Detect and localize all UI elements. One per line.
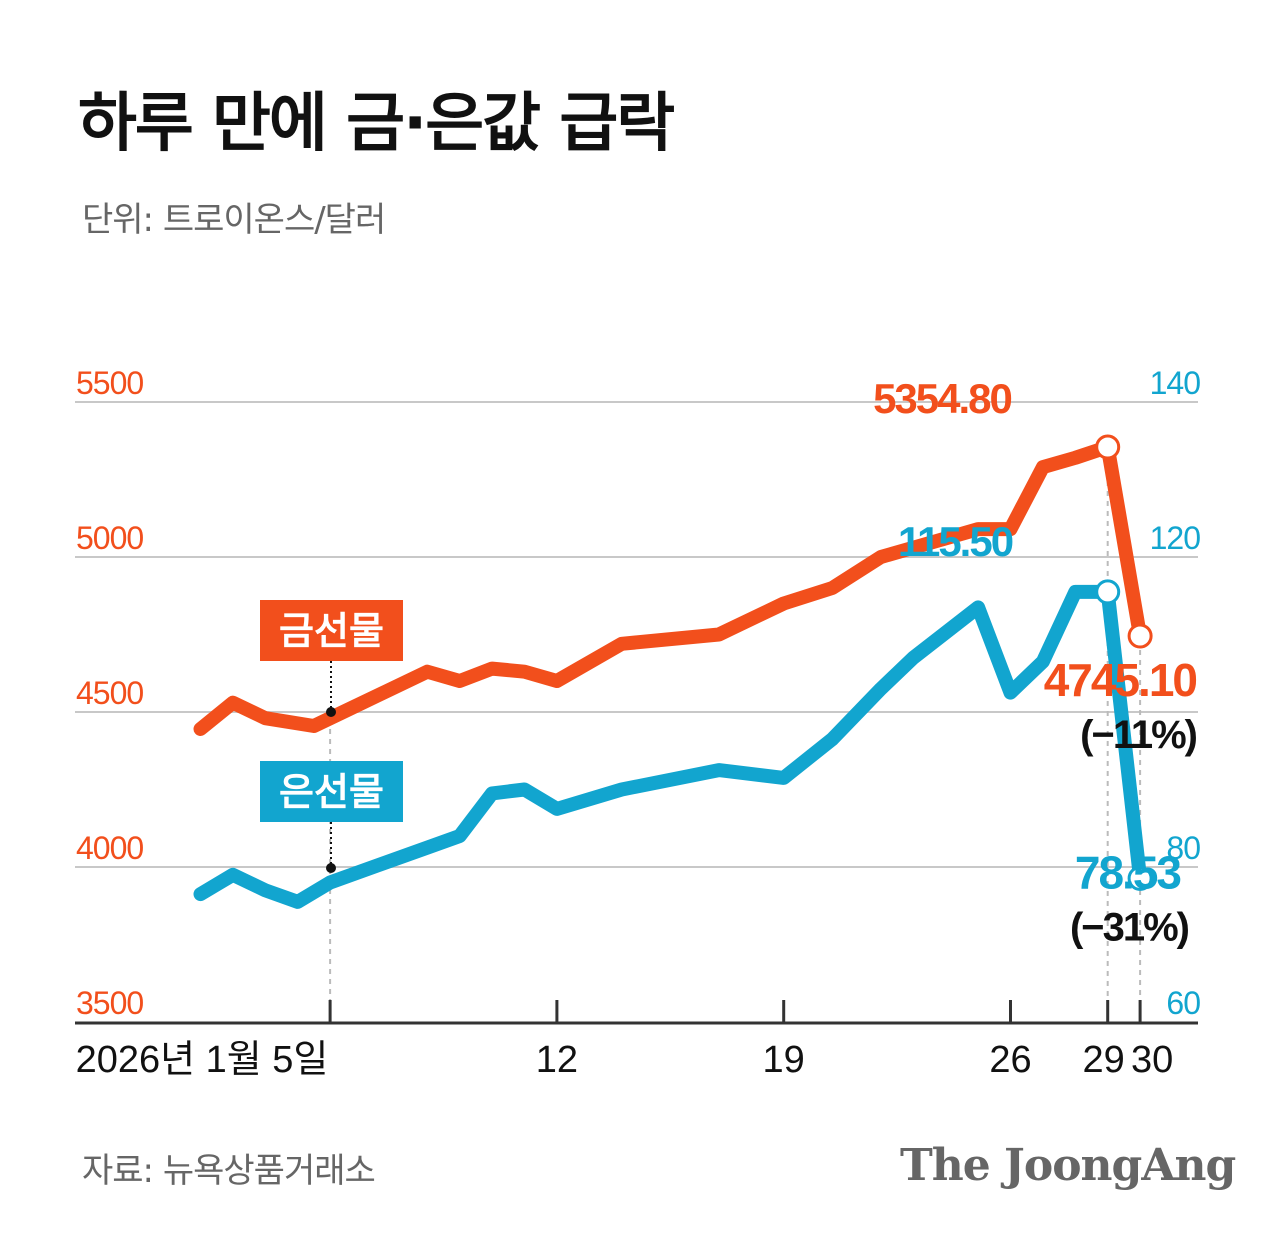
publisher-logo: The JoongAng xyxy=(900,1140,1236,1191)
right-tick-label: 60 xyxy=(1166,985,1200,1021)
silver-peak-label: 115.50 xyxy=(898,518,1013,565)
left-tick-label: 3500 xyxy=(76,985,143,1021)
unit-label: 단위: 트로이온스/달러 xyxy=(82,200,386,240)
silver-change-label: (−31%) xyxy=(1070,905,1189,949)
silver-legend-pointer-dot xyxy=(326,863,336,873)
gold-series-line xyxy=(193,440,1148,736)
x-tick-label: 29 xyxy=(1083,1039,1125,1081)
right-tick-label: 80 xyxy=(1166,830,1200,866)
silver-last-marker xyxy=(1127,865,1153,891)
right-tick-label: 140 xyxy=(1150,365,1201,401)
gold-legend-label: 금선물 xyxy=(279,611,384,653)
silver-legend-box xyxy=(260,761,403,822)
chart-title: 하루 만에 금·은값 급락 xyxy=(78,87,675,161)
gold-change-label: (−11%) xyxy=(1080,713,1197,757)
source-label: 자료: 뉴욕상품거래소 xyxy=(82,1151,376,1191)
x-tick-label: 12 xyxy=(536,1039,578,1081)
x-tick-label: 19 xyxy=(763,1039,805,1081)
gold-last-label: 4745.10 xyxy=(1044,654,1197,706)
gold-legend-pointer-dot xyxy=(326,707,336,717)
left-tick-label: 4500 xyxy=(76,675,143,711)
gold-legend-box xyxy=(260,600,403,661)
gold-peak-label: 5354.80 xyxy=(873,375,1011,422)
x-tick-label: 2026년 1월 5일 xyxy=(76,1039,329,1081)
left-tick-label: 4000 xyxy=(76,830,143,866)
left-tick-label: 5500 xyxy=(76,365,143,401)
x-tick-label: 26 xyxy=(989,1039,1031,1081)
right-tick-label: 120 xyxy=(1150,520,1201,556)
silver-legend-label: 은선물 xyxy=(279,772,384,814)
silver-last-label: 78.53 xyxy=(1075,846,1181,898)
gold-last-marker xyxy=(1127,623,1153,649)
gold-peak-marker xyxy=(1095,434,1121,460)
silver-peak-marker xyxy=(1095,579,1121,605)
x-tick-label: 30 xyxy=(1131,1039,1173,1081)
silver-series-line xyxy=(193,584,1148,909)
left-tick-label: 5000 xyxy=(76,520,143,556)
